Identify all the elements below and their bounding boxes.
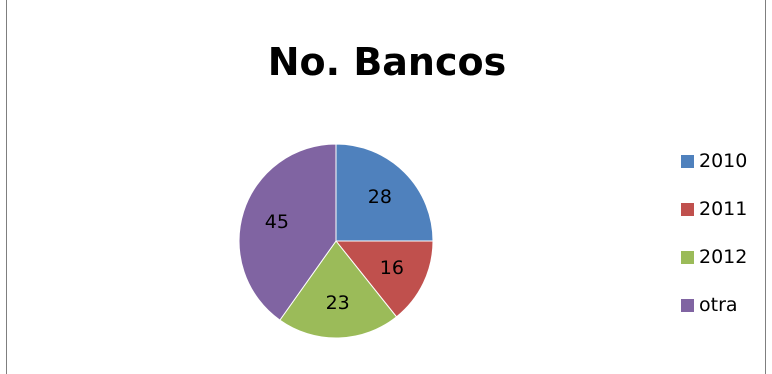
- pie-chart: 28 16 23 45: [238, 143, 434, 339]
- legend-swatch: [681, 202, 694, 216]
- legend-swatch: [681, 154, 694, 168]
- pie-slice-2011: [334, 240, 434, 318]
- legend-swatch: [681, 298, 694, 312]
- data-label-2011: 16: [380, 257, 404, 279]
- legend-label: 2012: [699, 246, 748, 268]
- data-label-2012: 23: [326, 292, 350, 314]
- legend-label: 2011: [699, 198, 748, 220]
- pie-slice-2012: [279, 240, 398, 339]
- chart-title: No. Bancos: [267, 40, 507, 84]
- pie-slice-2010: [335, 143, 434, 242]
- legend-item-2011: 2011: [681, 196, 747, 222]
- legend-label: otra: [699, 294, 738, 316]
- pie-slices: [238, 143, 434, 339]
- legend-item-2010: 2010: [681, 148, 747, 174]
- chart-frame: No. Bancos 28 16 23 45 2010 2011 2012 otra: [6, 0, 766, 374]
- legend-item-2012: 2012: [681, 244, 747, 270]
- legend-label: 2010: [699, 150, 748, 172]
- data-label-otra: 45: [265, 211, 289, 233]
- pie-slice-otra: [238, 143, 337, 321]
- legend-swatch: [681, 250, 694, 264]
- pie-labels: 28 16 23 45: [265, 186, 404, 314]
- data-label-2010: 28: [368, 186, 392, 208]
- legend-item-otra: otra: [681, 292, 738, 318]
